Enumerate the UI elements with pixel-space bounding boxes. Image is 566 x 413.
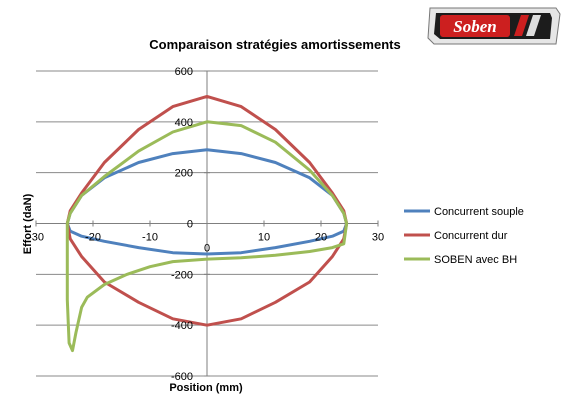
x-tick-label: -20 bbox=[85, 232, 101, 244]
x-tick-label: -30 bbox=[28, 232, 44, 244]
axes bbox=[35, 70, 379, 377]
x-tick-label: 20 bbox=[315, 232, 327, 244]
soben-logo: Soben bbox=[427, 7, 561, 45]
y-tick-label: -200 bbox=[171, 269, 193, 281]
y-axis-label: Effort (daN) bbox=[22, 193, 34, 254]
x-axis-label: Position (mm) bbox=[169, 382, 243, 394]
legend-entry: Concurrent dur bbox=[404, 230, 508, 242]
logo-stripe bbox=[514, 15, 529, 36]
legend-label: Concurrent souple bbox=[434, 206, 524, 218]
legend-label: SOBEN avec BH bbox=[434, 254, 517, 266]
x-tick-label: 0 bbox=[204, 243, 210, 255]
chart-title: Comparaison stratégies amortissements bbox=[149, 37, 400, 52]
logo-red-band bbox=[440, 15, 510, 37]
logo-stripe bbox=[526, 15, 541, 36]
series-layer bbox=[65, 94, 349, 353]
y-tick-label: 600 bbox=[175, 66, 193, 78]
legend-entry: Concurrent souple bbox=[404, 206, 524, 218]
x-tick-label: -10 bbox=[142, 232, 158, 244]
y-tick-label: 400 bbox=[175, 117, 193, 129]
y-tick-label: -600 bbox=[171, 371, 193, 383]
legend: Concurrent souple Concurrent dur SOBEN ave… bbox=[404, 206, 524, 266]
legend-entry: SOBEN avec BH bbox=[404, 254, 517, 266]
logo-text: Soben bbox=[453, 17, 496, 36]
y-tick-label: -400 bbox=[171, 320, 193, 332]
series-line bbox=[65, 120, 349, 353]
legend-label: Concurrent dur bbox=[434, 230, 508, 242]
y-tick-label: 0 bbox=[187, 219, 193, 231]
y-tick-label: 200 bbox=[175, 168, 193, 180]
tick-labels: -600 -400 -200 0 200 400 600 -30 -20 -10 10 20 30 0 bbox=[28, 66, 384, 383]
x-tick-label: 30 bbox=[372, 232, 384, 244]
x-tick-label: 10 bbox=[258, 232, 270, 244]
